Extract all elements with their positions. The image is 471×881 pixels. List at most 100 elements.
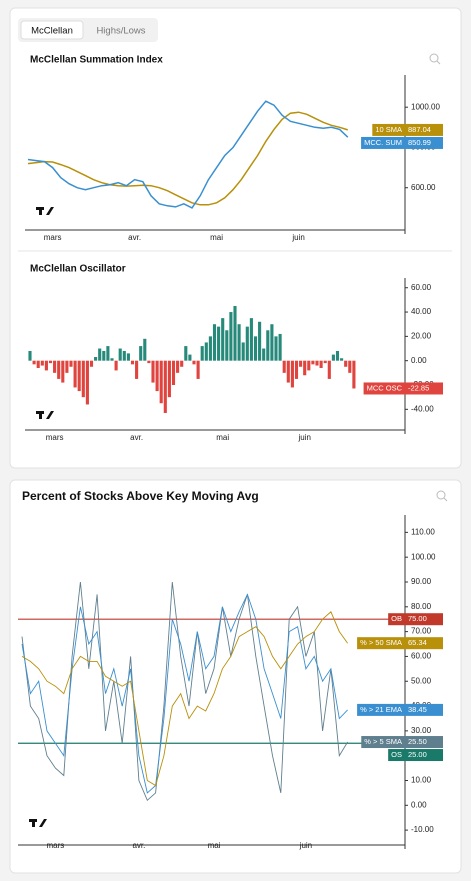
x-tick-label: avr.: [130, 433, 143, 442]
bar: [217, 326, 221, 361]
tab[interactable]: Highs/Lows: [96, 26, 145, 37]
badge-box: [405, 613, 443, 626]
badge-box: [357, 703, 405, 716]
bar: [294, 360, 299, 379]
bar: [126, 353, 130, 361]
bar: [348, 360, 352, 373]
y-tick-label: 80.00: [411, 602, 432, 611]
y-tick-label: 70.00: [411, 627, 432, 636]
bar: [278, 333, 282, 361]
badge-value: 887.04: [408, 125, 431, 134]
x-tick-label: juin: [299, 841, 312, 850]
y-tick-label: 30.00: [411, 726, 432, 735]
bar: [176, 360, 180, 373]
bar: [196, 360, 200, 379]
bar: [290, 360, 294, 388]
bar: [237, 324, 241, 361]
bar: [167, 360, 171, 398]
badge: % > 5 SMA 25.50: [361, 736, 443, 749]
badge: MCC OSC -22.85: [363, 382, 443, 395]
badge-box: [405, 123, 443, 136]
badge-name: % > 5 SMA: [364, 737, 402, 746]
badge-value: -22.85: [408, 383, 429, 392]
x-tick-label: mars: [44, 233, 62, 242]
tv-logo: [36, 411, 54, 419]
bar: [249, 318, 253, 361]
x-tick-label: juin: [297, 433, 310, 442]
bar: [57, 360, 61, 379]
bar: [311, 360, 315, 365]
bar: [282, 360, 286, 373]
y-tick-label: 50.00: [411, 676, 432, 685]
x-tick-label: mai: [208, 841, 221, 850]
zoom-icon[interactable]: [429, 53, 441, 65]
chart-title: Percent of Stocks Above Key Moving Avg: [22, 489, 259, 503]
y-tick-label: 10.00: [411, 776, 432, 785]
bar: [286, 360, 290, 383]
bar: [303, 360, 307, 376]
bar: [204, 342, 208, 361]
bar: [44, 360, 48, 371]
bar: [143, 338, 147, 361]
x-tick-label: mai: [216, 433, 229, 442]
x-tick-label: avr.: [128, 233, 141, 242]
bar: [106, 346, 110, 361]
line-series: [21, 581, 348, 802]
y-tick-label: 100.00: [411, 552, 436, 561]
bar: [245, 326, 249, 361]
badge-box: [361, 136, 405, 149]
x-tick-label: mars: [46, 433, 64, 442]
bar: [315, 360, 319, 366]
badge-value: 25.00: [408, 750, 427, 759]
bar: [253, 336, 258, 361]
x-tick-label: mars: [47, 841, 65, 850]
bar: [77, 360, 81, 392]
bar: [102, 350, 106, 361]
badge: MCC. SUM 850.99: [361, 136, 443, 149]
bar: [69, 360, 73, 367]
bar: [274, 336, 278, 361]
y-tick-label: -10.00: [411, 825, 434, 834]
bar: [233, 305, 237, 361]
bar: [331, 354, 335, 361]
y-tick-label: 60.00: [411, 652, 432, 661]
y-tick-label: 600.00: [411, 183, 436, 192]
badge-name: MCC. SUM: [364, 138, 402, 147]
bar: [40, 360, 44, 366]
y-tick-label: 90.00: [411, 577, 432, 586]
badge-box: [405, 382, 443, 395]
badge-box: [372, 123, 405, 136]
x-tick-label: juin: [291, 233, 304, 242]
y-tick-label: -40.00: [411, 404, 434, 413]
badge-box: [405, 703, 443, 716]
tab-active[interactable]: [20, 20, 84, 40]
bar: [135, 360, 139, 379]
bar: [307, 360, 311, 371]
bar: [130, 360, 135, 365]
bar: [65, 360, 69, 373]
bar: [139, 346, 143, 361]
bar: [262, 348, 266, 361]
line-series: [21, 593, 348, 794]
badge-box: [388, 613, 405, 626]
y-tick-label: 20.00: [411, 331, 432, 340]
badge: OB 75.00: [388, 613, 443, 626]
bar: [327, 360, 331, 379]
line-series: [21, 611, 348, 787]
badge-value: 38.45: [408, 705, 427, 714]
bar: [36, 360, 40, 368]
bar: [94, 357, 98, 361]
y-tick-label: 0.00: [411, 800, 427, 809]
zoom-icon[interactable]: [436, 490, 448, 502]
x-tick-label: mai: [210, 233, 223, 242]
bar: [81, 360, 85, 398]
badge-box: [357, 637, 405, 650]
tab[interactable]: McClellan: [31, 26, 73, 37]
bar: [270, 324, 274, 361]
badge-name: MCC OSC: [367, 383, 403, 392]
badge-value: 65.34: [408, 638, 427, 647]
badge: % > 21 EMA 38.45: [357, 703, 443, 716]
bar: [188, 354, 192, 361]
tv-logo: [36, 207, 54, 215]
